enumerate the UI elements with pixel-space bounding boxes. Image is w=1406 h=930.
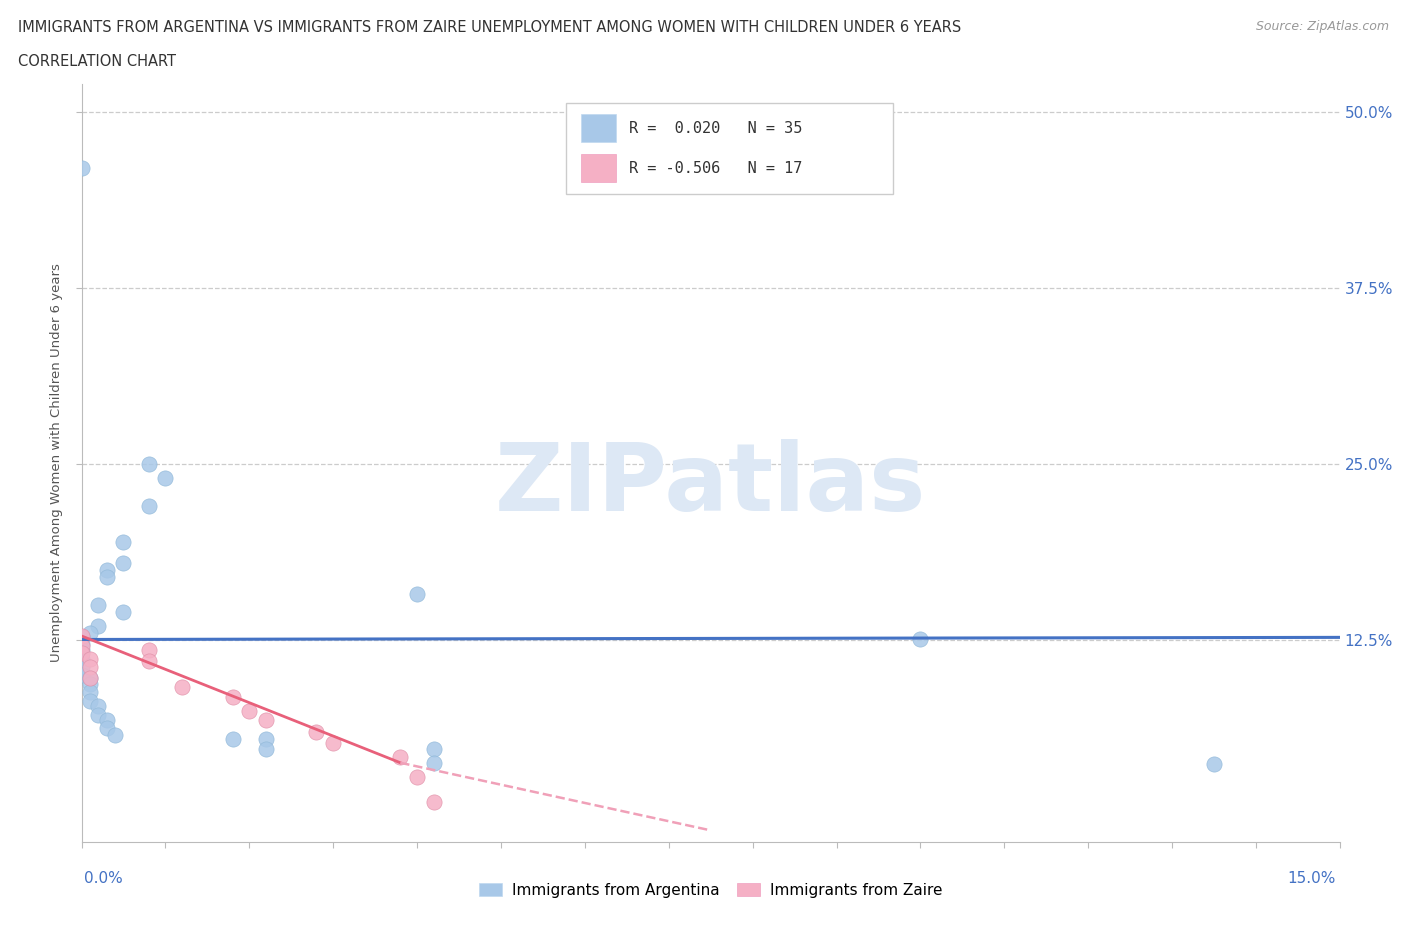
Point: [87, 598, 110, 613]
Point: [406, 769, 429, 784]
Point: [79, 671, 101, 685]
Text: Source: ZipAtlas.com: Source: ZipAtlas.com: [1256, 20, 1389, 33]
Point: [112, 534, 135, 549]
Point: [104, 727, 127, 742]
Point: [79, 626, 101, 641]
Point: [305, 724, 328, 739]
Point: [112, 604, 135, 619]
Point: [79, 659, 101, 674]
Point: [138, 643, 160, 658]
Bar: [581, 154, 616, 181]
Point: [70, 637, 93, 652]
Y-axis label: Unemployment Among Women with Children Under 6 years: Unemployment Among Women with Children U…: [49, 263, 63, 662]
Point: [221, 689, 243, 704]
Point: [138, 457, 160, 472]
Point: [96, 720, 118, 735]
Point: [910, 631, 932, 646]
Point: [96, 569, 118, 584]
Point: [87, 699, 110, 714]
Point: [87, 708, 110, 723]
Point: [70, 630, 93, 644]
Point: [79, 676, 101, 691]
Point: [79, 694, 101, 709]
Point: [96, 563, 118, 578]
Point: [1204, 757, 1226, 772]
Point: [172, 679, 194, 694]
Point: [155, 471, 177, 485]
Point: [254, 713, 277, 728]
Point: [322, 736, 344, 751]
Point: [423, 755, 446, 770]
Point: [254, 731, 277, 746]
FancyBboxPatch shape: [567, 102, 893, 193]
Text: R =  0.020   N = 35: R = 0.020 N = 35: [628, 121, 803, 136]
Text: 0.0%: 0.0%: [84, 871, 124, 886]
Bar: [581, 114, 616, 141]
Point: [423, 795, 446, 810]
Text: R = -0.506   N = 17: R = -0.506 N = 17: [628, 161, 803, 176]
Point: [96, 713, 118, 728]
Legend: Immigrants from Argentina, Immigrants from Zaire: Immigrants from Argentina, Immigrants fr…: [474, 876, 948, 904]
Point: [70, 659, 93, 674]
Point: [70, 161, 93, 176]
Point: [70, 651, 93, 666]
Text: CORRELATION CHART: CORRELATION CHART: [18, 54, 176, 69]
Point: [70, 645, 93, 660]
Point: [87, 618, 110, 633]
Point: [79, 671, 101, 685]
Text: 15.0%: 15.0%: [1288, 871, 1336, 886]
Point: [423, 741, 446, 756]
Text: IMMIGRANTS FROM ARGENTINA VS IMMIGRANTS FROM ZAIRE UNEMPLOYMENT AMONG WOMEN WITH: IMMIGRANTS FROM ARGENTINA VS IMMIGRANTS …: [18, 20, 962, 35]
Point: [112, 555, 135, 570]
Point: [254, 741, 277, 756]
Point: [238, 703, 260, 718]
Point: [138, 498, 160, 513]
Point: [389, 750, 412, 764]
Point: [138, 654, 160, 669]
Point: [79, 684, 101, 699]
Point: [406, 586, 429, 601]
Point: [79, 651, 101, 666]
Point: [70, 629, 93, 644]
Text: ZIPatlas: ZIPatlas: [495, 439, 927, 531]
Point: [70, 643, 93, 658]
Point: [70, 668, 93, 683]
Point: [221, 731, 243, 746]
Point: [70, 638, 93, 653]
